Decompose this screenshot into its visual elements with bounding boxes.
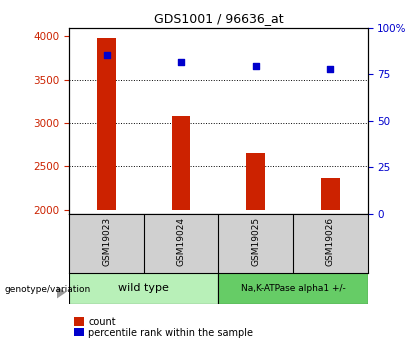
Text: GSM19026: GSM19026 xyxy=(326,217,335,266)
Text: wild type: wild type xyxy=(118,283,169,293)
Point xyxy=(178,59,184,65)
Polygon shape xyxy=(57,286,66,298)
Bar xyxy=(321,178,339,209)
Bar xyxy=(69,273,218,304)
Point xyxy=(327,67,333,72)
Text: Na,K-ATPase alpha1 +/-: Na,K-ATPase alpha1 +/- xyxy=(241,284,345,293)
Text: percentile rank within the sample: percentile rank within the sample xyxy=(88,328,253,338)
Point xyxy=(103,52,110,58)
Text: genotype/variation: genotype/variation xyxy=(4,285,90,294)
Title: GDS1001 / 96636_at: GDS1001 / 96636_at xyxy=(154,12,283,25)
Text: GSM19024: GSM19024 xyxy=(177,217,186,266)
Text: count: count xyxy=(88,317,116,326)
Text: GSM19025: GSM19025 xyxy=(251,217,260,266)
Bar xyxy=(97,38,116,209)
Bar xyxy=(172,116,190,209)
Bar xyxy=(247,153,265,209)
Text: GSM19023: GSM19023 xyxy=(102,217,111,266)
Point xyxy=(252,63,259,69)
Bar xyxy=(218,273,368,304)
